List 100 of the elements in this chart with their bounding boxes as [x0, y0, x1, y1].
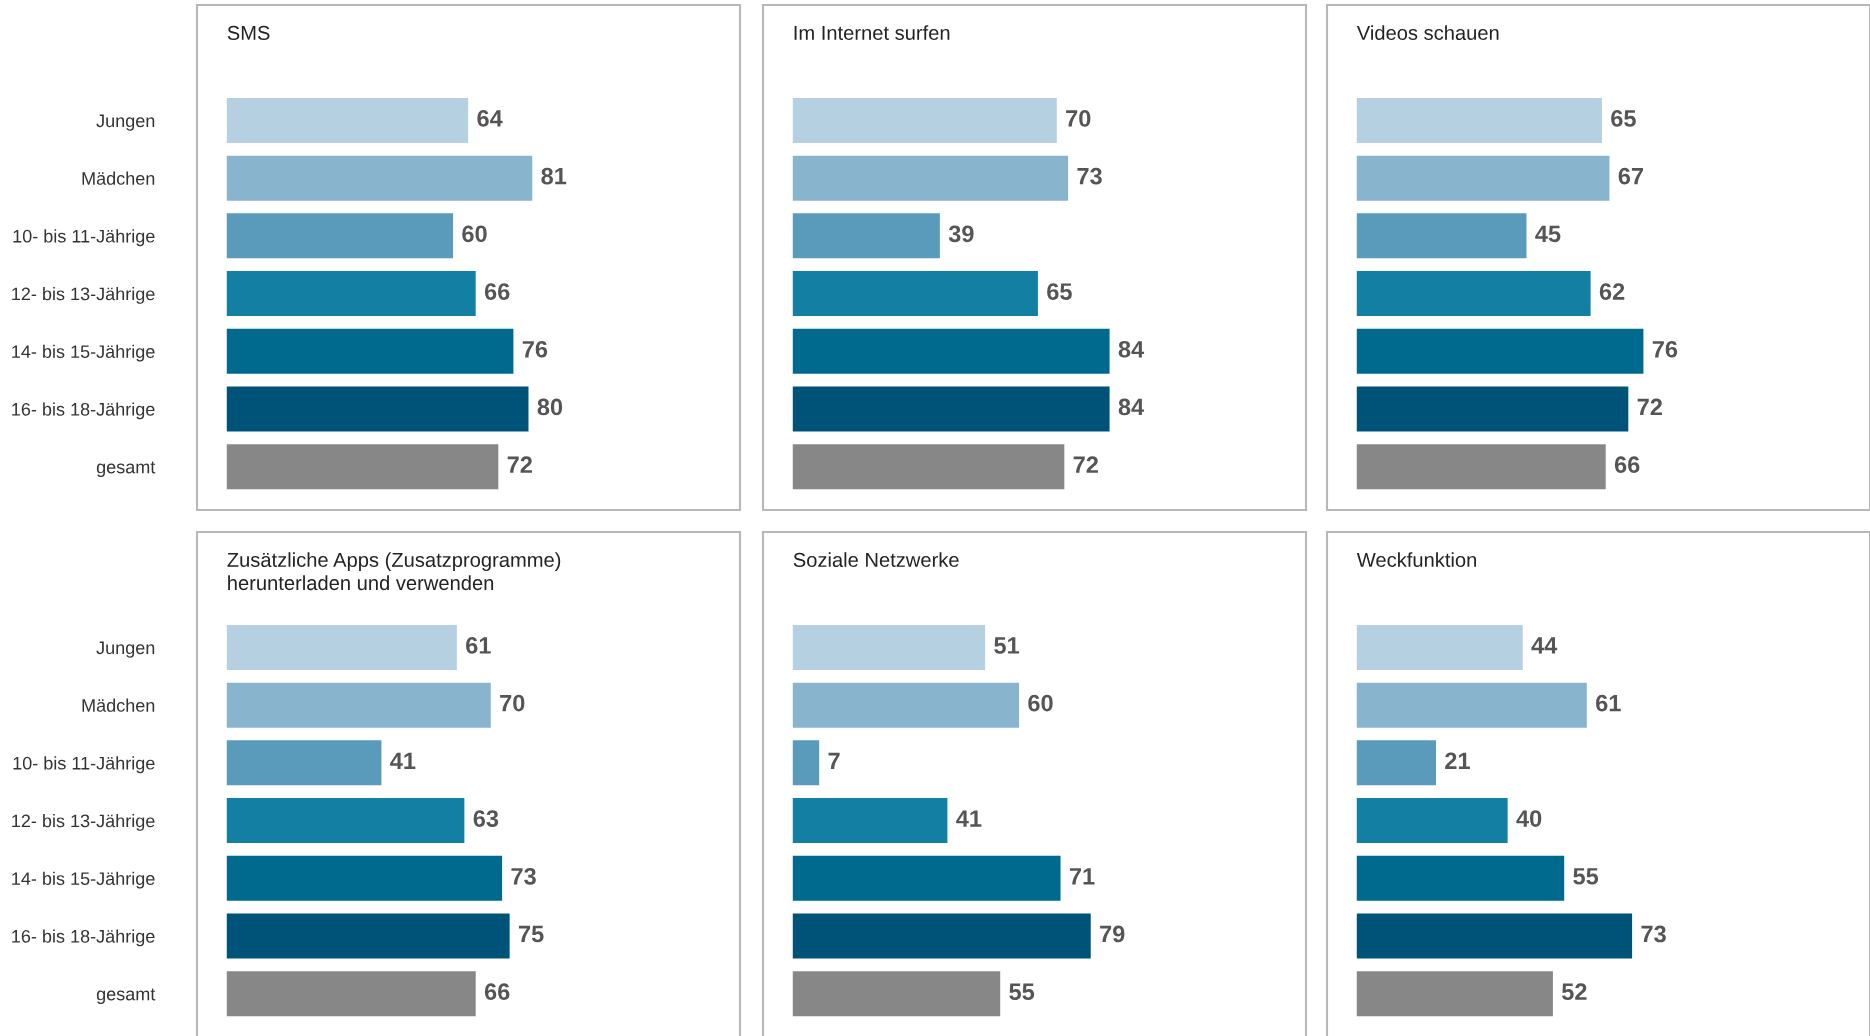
bar: [1356, 855, 1565, 901]
data-label: 64: [477, 110, 503, 127]
data-label: 55: [1573, 868, 1599, 885]
chart-title: SMS: [227, 25, 270, 40]
data-label: 67: [1618, 167, 1644, 185]
y-tick-label: 14- bis 15-Jährige: [12, 871, 155, 889]
bar: [792, 155, 1069, 201]
bar: [226, 913, 510, 959]
bar: [226, 971, 476, 1017]
data-label: 7: [828, 752, 840, 769]
data-label: 66: [484, 283, 510, 300]
data-label: 72: [507, 456, 532, 473]
bar: [226, 97, 469, 143]
bar: [792, 624, 986, 670]
data-label: 72: [1637, 398, 1662, 416]
chart-title: Videos schauen: [1356, 25, 1499, 40]
bar: [1356, 682, 1587, 728]
y-tick-label: Mädchen: [82, 698, 155, 712]
y-tick-label: 10- bis 11-Jährige: [13, 756, 155, 774]
data-label: 45: [1535, 225, 1561, 243]
data-label: 62: [1599, 283, 1625, 300]
bar: [792, 971, 1001, 1017]
data-label: 76: [1652, 340, 1678, 358]
bar: [226, 444, 499, 490]
bar: [226, 855, 503, 901]
bar: [226, 271, 476, 317]
data-label: 73: [1641, 925, 1666, 943]
bar: [226, 798, 465, 844]
bar: [792, 328, 1110, 374]
bar: [226, 213, 454, 259]
data-label: 73: [511, 867, 536, 885]
bar: [1356, 386, 1629, 432]
data-label: 60: [462, 225, 487, 243]
bar: [1356, 740, 1436, 786]
data-label: 65: [1611, 110, 1636, 127]
bar: [1356, 213, 1527, 259]
bar: [792, 271, 1038, 317]
bar: [792, 855, 1061, 901]
bar: [226, 740, 382, 786]
bar: [792, 798, 948, 844]
bar: [792, 386, 1110, 432]
y-tick-label: 12- bis 13-Jährige: [12, 814, 155, 831]
chart-title: Soziale Netzwerke: [793, 552, 959, 567]
bar: [226, 624, 457, 670]
chart-title: Im Internet surfen: [794, 25, 950, 40]
data-label: 44: [1531, 637, 1558, 654]
data-label: 80: [537, 398, 563, 416]
data-label: 71: [1069, 868, 1095, 885]
data-label: 39: [948, 225, 974, 243]
bar: [226, 386, 529, 432]
data-label: 41: [956, 810, 982, 827]
bar: [792, 97, 1057, 143]
data-label: 66: [484, 983, 510, 1001]
y-tick-label: 12- bis 13-Jährige: [12, 287, 155, 304]
data-label: 84: [1118, 340, 1145, 358]
data-label: 61: [466, 637, 491, 654]
data-label: 73: [1077, 167, 1102, 185]
y-tick-label: 10- bis 11-Jährige: [13, 229, 155, 247]
bar: [1356, 271, 1591, 317]
data-label: 21: [1445, 752, 1470, 769]
y-tick-label: gesamt: [96, 988, 156, 1004]
bar: [1356, 155, 1610, 201]
data-label: 66: [1614, 456, 1640, 474]
y-tick-label: 14- bis 15-Jährige: [12, 344, 155, 362]
data-label: 81: [541, 167, 567, 185]
data-label: 52: [1561, 983, 1587, 1001]
data-label: 65: [1047, 283, 1072, 300]
bar: [1356, 913, 1633, 959]
y-tick-label: 16- bis 18-Jährige: [12, 929, 155, 947]
data-label: 40: [1516, 810, 1542, 827]
y-tick-label: 16- bis 18-Jährige: [12, 402, 155, 420]
bar: [226, 155, 533, 201]
chart-title: Weckfunktion: [1356, 552, 1476, 567]
bar: [1356, 97, 1602, 143]
data-label: 63: [473, 810, 499, 827]
y-tick-label: Mädchen: [82, 171, 155, 185]
y-tick-label: gesamt: [96, 461, 156, 477]
data-label: 70: [500, 694, 525, 712]
bar: [226, 682, 491, 728]
bar: [226, 328, 514, 374]
data-label: 55: [1009, 983, 1035, 1001]
chart-title: Zusätzliche Apps (Zusatzprogramme) herunterladen und verwenden: [227, 552, 561, 591]
data-label: 75: [518, 925, 544, 943]
bar: [792, 444, 1065, 490]
bar: [1356, 444, 1606, 490]
bar: [1356, 624, 1523, 670]
bar: [792, 682, 1020, 728]
data-label: 84: [1118, 398, 1145, 416]
data-label: 51: [994, 637, 1020, 654]
bar: [792, 740, 820, 786]
data-label: 79: [1100, 925, 1125, 943]
data-label: 41: [390, 752, 416, 769]
data-label: 60: [1028, 694, 1053, 712]
bar: [1356, 328, 1644, 374]
bar: [792, 913, 1091, 959]
y-tick-label: Jungen: [96, 114, 155, 131]
bar: [1356, 971, 1553, 1017]
bar: [792, 213, 940, 259]
data-label: 61: [1596, 694, 1621, 712]
data-label: 70: [1066, 110, 1091, 127]
